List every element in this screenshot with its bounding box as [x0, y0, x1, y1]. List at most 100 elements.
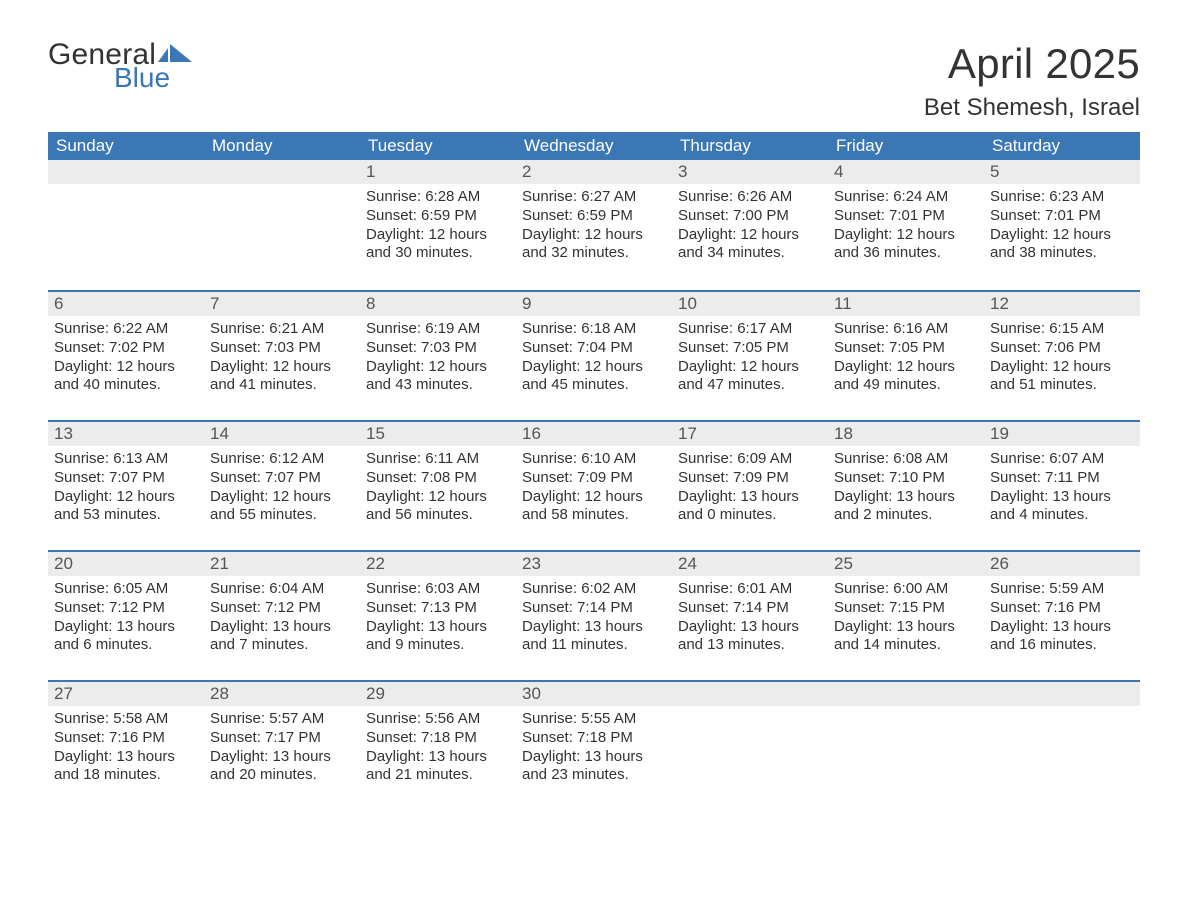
day-number: 10 — [672, 290, 828, 316]
day-detail-line: Sunset: 7:14 PM — [678, 599, 822, 618]
day-detail-line: Daylight: 13 hours — [210, 618, 354, 637]
day-detail-line: and 30 minutes. — [366, 244, 510, 263]
day-details: Sunrise: 6:09 AMSunset: 7:09 PMDaylight:… — [672, 446, 828, 529]
calendar-cell: 24Sunrise: 6:01 AMSunset: 7:14 PMDayligh… — [672, 550, 828, 680]
day-detail-line: Sunset: 7:00 PM — [678, 207, 822, 226]
day-detail-line: Sunset: 7:07 PM — [210, 469, 354, 488]
day-detail-line: Sunrise: 6:17 AM — [678, 320, 822, 339]
day-number: 19 — [984, 420, 1140, 446]
day-details: Sunrise: 6:18 AMSunset: 7:04 PMDaylight:… — [516, 316, 672, 399]
day-detail-line: Sunrise: 6:21 AM — [210, 320, 354, 339]
day-detail-line: and 32 minutes. — [522, 244, 666, 263]
calendar-cell: 6Sunrise: 6:22 AMSunset: 7:02 PMDaylight… — [48, 290, 204, 420]
day-number: 23 — [516, 550, 672, 576]
day-number: 20 — [48, 550, 204, 576]
day-number: 12 — [984, 290, 1140, 316]
day-detail-line: Daylight: 12 hours — [210, 488, 354, 507]
day-detail-line: and 23 minutes. — [522, 766, 666, 785]
day-details: Sunrise: 6:26 AMSunset: 7:00 PMDaylight:… — [672, 184, 828, 267]
brand-logo: General Blue — [48, 40, 192, 92]
day-detail-line: and 45 minutes. — [522, 376, 666, 395]
calendar-cell: 11Sunrise: 6:16 AMSunset: 7:05 PMDayligh… — [828, 290, 984, 420]
day-detail-line: Sunrise: 6:07 AM — [990, 450, 1134, 469]
calendar-body: 1Sunrise: 6:28 AMSunset: 6:59 PMDaylight… — [48, 160, 1140, 810]
day-detail-line: Daylight: 13 hours — [990, 488, 1134, 507]
calendar-cell: 4Sunrise: 6:24 AMSunset: 7:01 PMDaylight… — [828, 160, 984, 290]
calendar-cell: 7Sunrise: 6:21 AMSunset: 7:03 PMDaylight… — [204, 290, 360, 420]
day-detail-line: and 49 minutes. — [834, 376, 978, 395]
day-detail-line: Sunset: 7:06 PM — [990, 339, 1134, 358]
day-detail-line: Sunset: 7:17 PM — [210, 729, 354, 748]
day-detail-line: Sunrise: 5:56 AM — [366, 710, 510, 729]
day-detail-line: Sunset: 7:01 PM — [834, 207, 978, 226]
calendar-week-row: 20Sunrise: 6:05 AMSunset: 7:12 PMDayligh… — [48, 550, 1140, 680]
day-detail-line: Daylight: 13 hours — [678, 618, 822, 637]
day-detail-line: and 13 minutes. — [678, 636, 822, 655]
calendar-week-row: 27Sunrise: 5:58 AMSunset: 7:16 PMDayligh… — [48, 680, 1140, 810]
day-details: Sunrise: 6:00 AMSunset: 7:15 PMDaylight:… — [828, 576, 984, 659]
day-detail-line: and 47 minutes. — [678, 376, 822, 395]
day-number: 17 — [672, 420, 828, 446]
day-detail-line: Daylight: 13 hours — [210, 748, 354, 767]
calendar-cell: 16Sunrise: 6:10 AMSunset: 7:09 PMDayligh… — [516, 420, 672, 550]
day-detail-line: Daylight: 12 hours — [366, 488, 510, 507]
day-detail-line: Daylight: 12 hours — [522, 358, 666, 377]
calendar-cell: 14Sunrise: 6:12 AMSunset: 7:07 PMDayligh… — [204, 420, 360, 550]
day-detail-line: Sunset: 7:05 PM — [678, 339, 822, 358]
day-detail-line: Sunrise: 6:28 AM — [366, 188, 510, 207]
day-detail-line: Sunrise: 5:55 AM — [522, 710, 666, 729]
day-detail-line: Sunrise: 6:11 AM — [366, 450, 510, 469]
calendar-cell: 30Sunrise: 5:55 AMSunset: 7:18 PMDayligh… — [516, 680, 672, 810]
day-number: 13 — [48, 420, 204, 446]
page-title: April 2025 — [924, 40, 1140, 88]
day-detail-line: and 14 minutes. — [834, 636, 978, 655]
day-detail-line: Sunset: 6:59 PM — [366, 207, 510, 226]
day-details: Sunrise: 6:22 AMSunset: 7:02 PMDaylight:… — [48, 316, 204, 399]
day-number: 8 — [360, 290, 516, 316]
day-detail-line: and 18 minutes. — [54, 766, 198, 785]
calendar-cell: 13Sunrise: 6:13 AMSunset: 7:07 PMDayligh… — [48, 420, 204, 550]
day-detail-line: Sunset: 7:18 PM — [366, 729, 510, 748]
calendar-cell: 23Sunrise: 6:02 AMSunset: 7:14 PMDayligh… — [516, 550, 672, 680]
day-details: Sunrise: 6:01 AMSunset: 7:14 PMDaylight:… — [672, 576, 828, 659]
day-detail-line: Daylight: 13 hours — [990, 618, 1134, 637]
day-number: 27 — [48, 680, 204, 706]
calendar-cell: 29Sunrise: 5:56 AMSunset: 7:18 PMDayligh… — [360, 680, 516, 810]
day-number: 29 — [360, 680, 516, 706]
day-detail-line: Sunset: 7:09 PM — [678, 469, 822, 488]
day-detail-line: Sunrise: 6:12 AM — [210, 450, 354, 469]
day-detail-line: and 43 minutes. — [366, 376, 510, 395]
day-detail-line: and 34 minutes. — [678, 244, 822, 263]
calendar-cell: 21Sunrise: 6:04 AMSunset: 7:12 PMDayligh… — [204, 550, 360, 680]
day-detail-line: and 53 minutes. — [54, 506, 198, 525]
day-detail-line: Daylight: 12 hours — [366, 358, 510, 377]
day-details: Sunrise: 6:17 AMSunset: 7:05 PMDaylight:… — [672, 316, 828, 399]
calendar-cell: 27Sunrise: 5:58 AMSunset: 7:16 PMDayligh… — [48, 680, 204, 810]
weekday-header: Tuesday — [360, 132, 516, 160]
day-detail-line: Sunset: 7:16 PM — [990, 599, 1134, 618]
day-detail-line: Sunset: 7:10 PM — [834, 469, 978, 488]
day-detail-line: Sunset: 7:13 PM — [366, 599, 510, 618]
calendar-week-row: 1Sunrise: 6:28 AMSunset: 6:59 PMDaylight… — [48, 160, 1140, 290]
day-details: Sunrise: 5:58 AMSunset: 7:16 PMDaylight:… — [48, 706, 204, 789]
day-number: 21 — [204, 550, 360, 576]
day-detail-line: and 9 minutes. — [366, 636, 510, 655]
day-number: 22 — [360, 550, 516, 576]
day-detail-line: Sunrise: 6:23 AM — [990, 188, 1134, 207]
day-details: Sunrise: 6:11 AMSunset: 7:08 PMDaylight:… — [360, 446, 516, 529]
calendar-cell: 15Sunrise: 6:11 AMSunset: 7:08 PMDayligh… — [360, 420, 516, 550]
day-detail-line: Daylight: 12 hours — [54, 488, 198, 507]
day-detail-line: and 40 minutes. — [54, 376, 198, 395]
calendar-cell: 18Sunrise: 6:08 AMSunset: 7:10 PMDayligh… — [828, 420, 984, 550]
day-detail-line: Sunset: 7:08 PM — [366, 469, 510, 488]
day-detail-line: Sunrise: 5:59 AM — [990, 580, 1134, 599]
calendar-week-row: 6Sunrise: 6:22 AMSunset: 7:02 PMDaylight… — [48, 290, 1140, 420]
day-details: Sunrise: 6:13 AMSunset: 7:07 PMDaylight:… — [48, 446, 204, 529]
weekday-header: Wednesday — [516, 132, 672, 160]
day-detail-line: Daylight: 12 hours — [54, 358, 198, 377]
day-detail-line: Sunrise: 6:19 AM — [366, 320, 510, 339]
header-row: General Blue April 2025 Bet Shemesh, Isr… — [48, 40, 1140, 122]
day-details: Sunrise: 6:05 AMSunset: 7:12 PMDaylight:… — [48, 576, 204, 659]
title-block: April 2025 Bet Shemesh, Israel — [924, 40, 1140, 122]
calendar-cell: 9Sunrise: 6:18 AMSunset: 7:04 PMDaylight… — [516, 290, 672, 420]
